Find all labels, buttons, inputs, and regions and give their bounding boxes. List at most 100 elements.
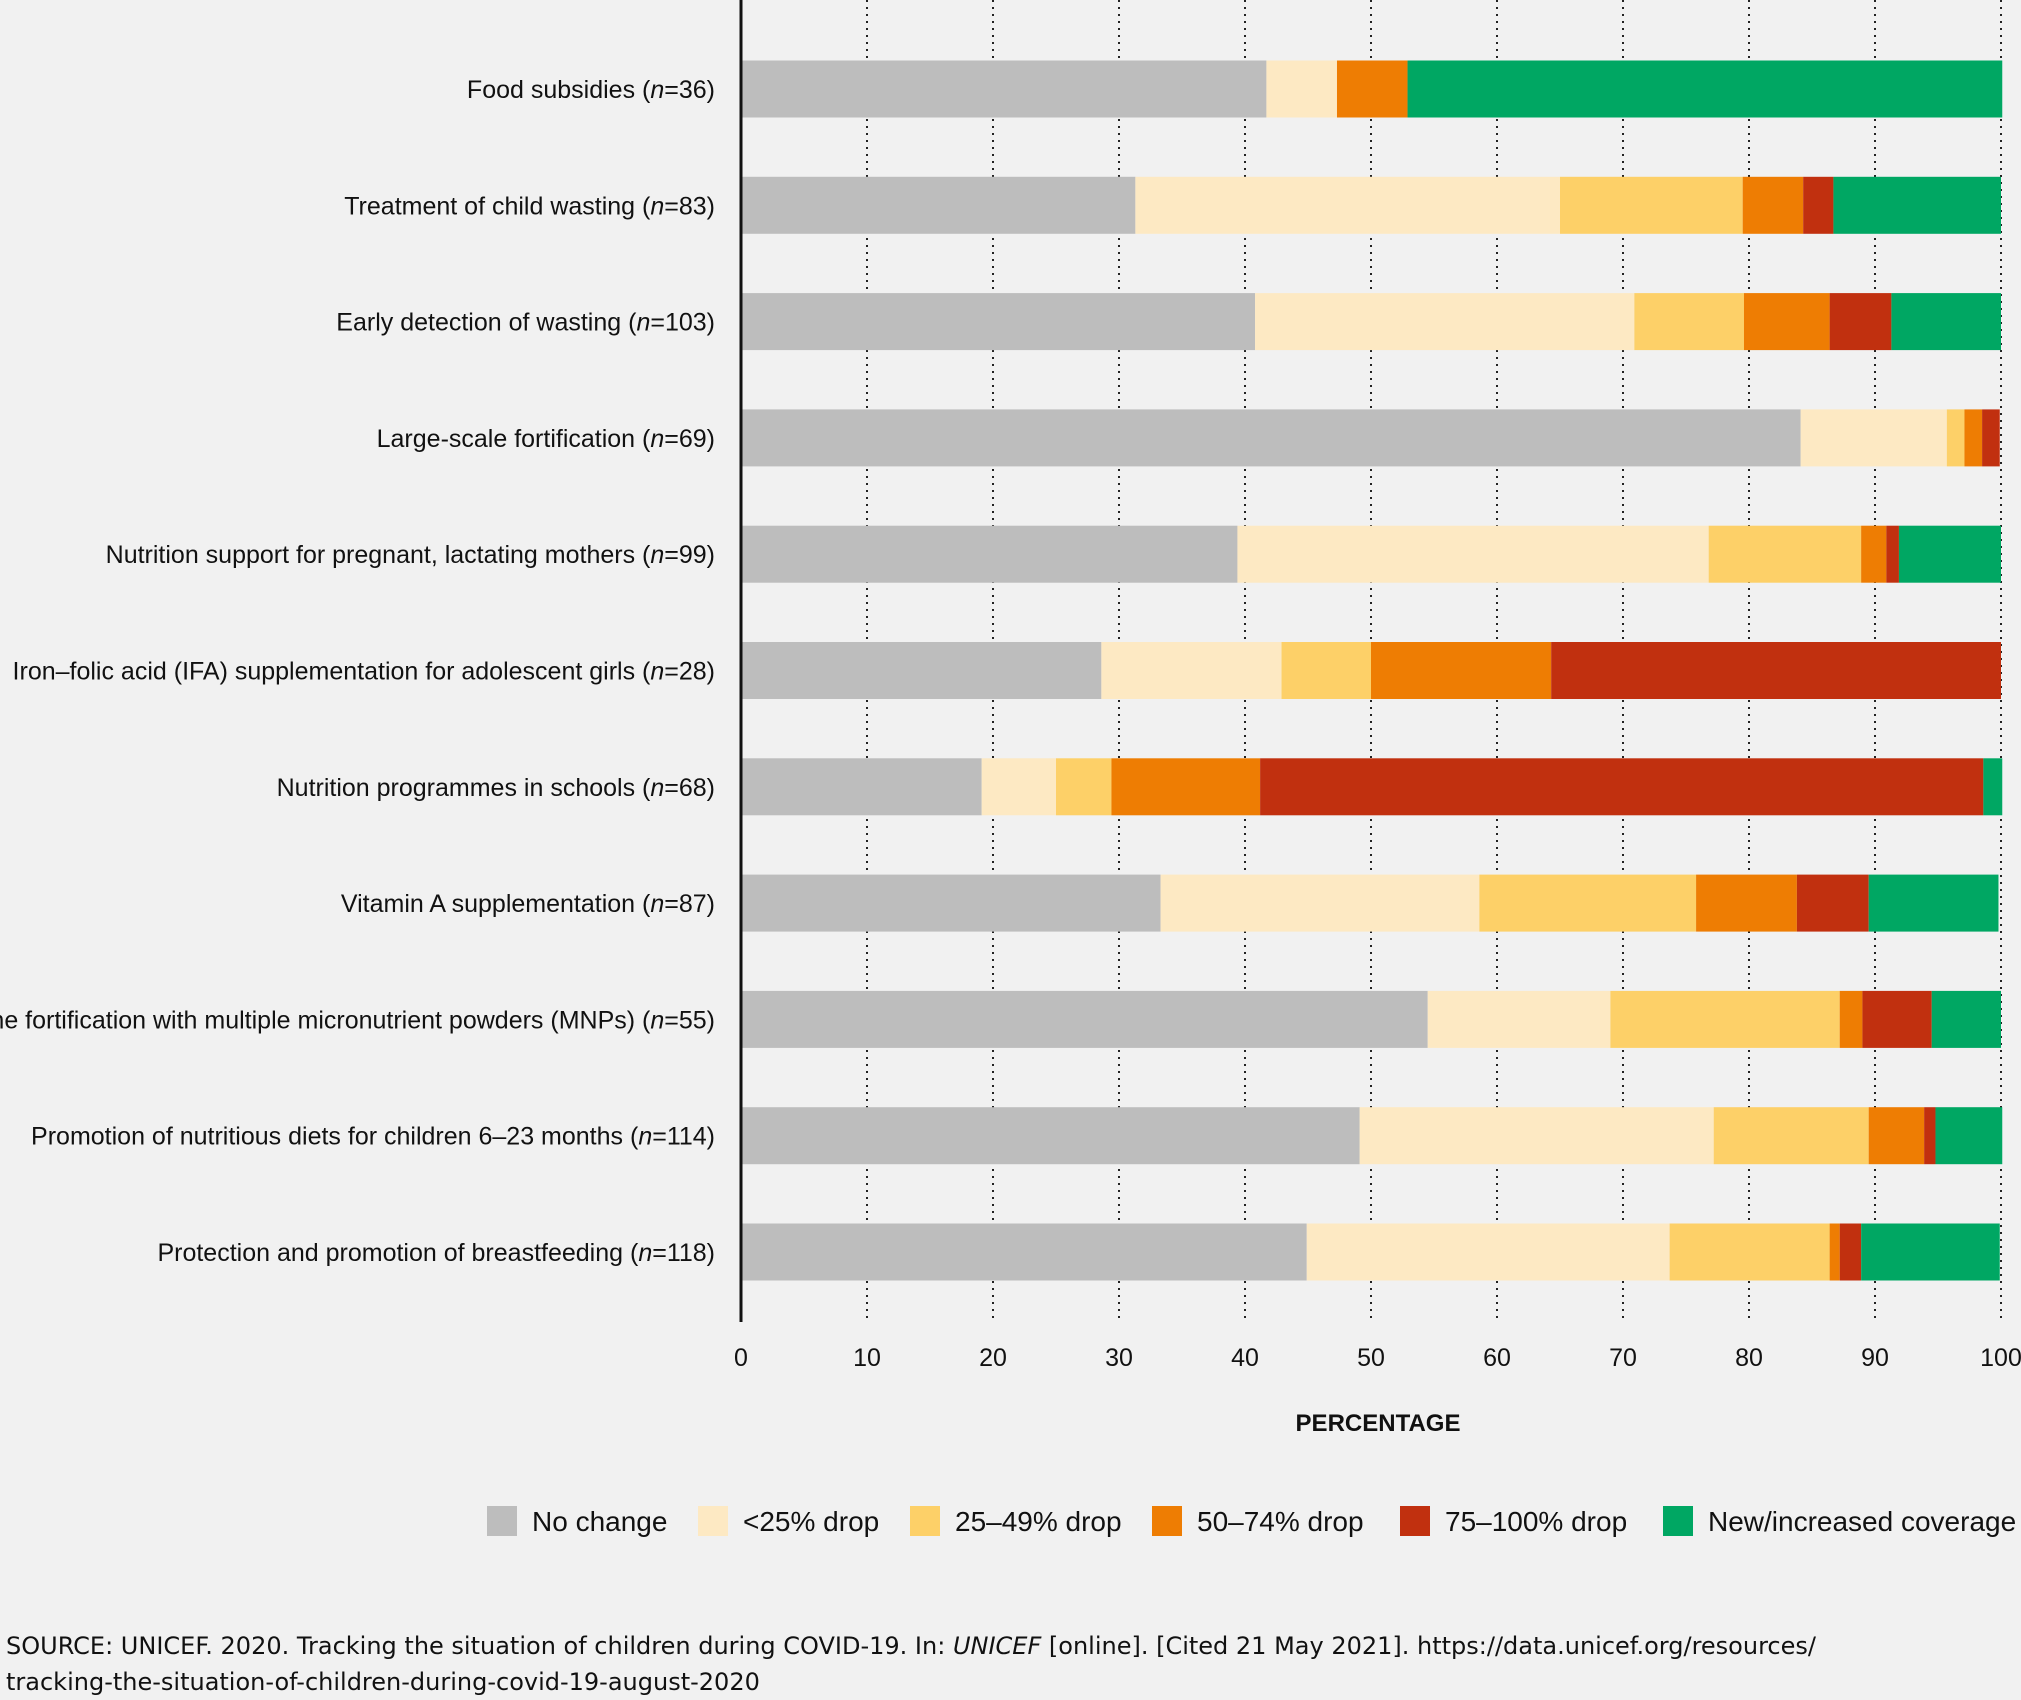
bar-segment <box>1803 176 1834 234</box>
bar-segment <box>1111 758 1261 816</box>
bar-segment <box>1634 293 1744 351</box>
bar-segment <box>1964 409 1983 467</box>
legend-label: 50–74% drop <box>1197 1506 1364 1537</box>
bar-segment <box>741 176 1136 234</box>
legend-label: <25% drop <box>743 1506 879 1537</box>
legend-swatch <box>1663 1506 1693 1536</box>
bar-segment <box>1479 874 1697 932</box>
bar-segment <box>1924 1107 1936 1165</box>
bar-segment <box>1669 1223 1830 1281</box>
bar-segment <box>1101 642 1282 699</box>
bar-segment <box>1359 1107 1714 1165</box>
x-tick-label: 90 <box>1861 1344 1889 1372</box>
bar-segment <box>1839 1223 1862 1281</box>
bar-segment <box>741 60 1267 118</box>
x-tick-labels: 0 10 20 30 40 50 60 70 80 90 100 <box>734 1344 2021 1372</box>
bar-segment <box>1696 874 1797 932</box>
bar-segment <box>1551 642 2001 699</box>
bar-segment <box>1931 990 2001 1048</box>
legend-label: 25–49% drop <box>955 1506 1122 1537</box>
bar-segment <box>1800 409 1947 467</box>
legend-swatch <box>1400 1506 1430 1536</box>
category-label: Promotion of nutritious diets for childr… <box>31 1123 715 1151</box>
category-label: Vitamin A supplementation (n=87) <box>341 890 715 918</box>
bar-segment <box>1862 990 1932 1048</box>
legend: No change <25% drop 25–49% drop 50–74% drop… <box>487 1506 2016 1537</box>
category-label: Nutrition support for pregnant, lactatin… <box>106 541 715 569</box>
x-tick-label: 80 <box>1735 1344 1763 1372</box>
bar-segment <box>1281 642 1371 699</box>
source-prefix: SOURCE: UNICEF. 2020. Tracking the situa… <box>6 1632 953 1660</box>
source-suffix: [online]. [Cited 21 May 2021]. https://d… <box>1041 1632 1816 1660</box>
bar-segment <box>1829 293 1892 351</box>
bar-segment <box>741 874 1161 932</box>
category-labels: Food subsidies (n=36) Treatment of child … <box>0 76 715 1267</box>
category-label: Early detection of wasting (n=103) <box>336 309 715 337</box>
category-label: Nutrition programmes in schools (n=68) <box>277 774 715 802</box>
bar-segment <box>741 1107 1360 1165</box>
bar-segment <box>741 525 1238 583</box>
x-tick-label: 70 <box>1609 1344 1637 1372</box>
x-tick-label: 0 <box>734 1344 748 1372</box>
legend-swatch <box>910 1506 940 1536</box>
x-tick-label: 20 <box>979 1344 1007 1372</box>
bar-segment <box>1743 293 1830 351</box>
x-tick-label: 30 <box>1105 1344 1133 1372</box>
bar-segment <box>1255 293 1635 351</box>
category-label: Large-scale fortification (n=69) <box>377 425 715 453</box>
legend-label: 75–100% drop <box>1445 1506 1627 1537</box>
bar-segment <box>1266 60 1337 118</box>
bar-segment <box>1742 176 1804 234</box>
category-label: Home fortification with multiple micronu… <box>0 1006 715 1034</box>
bar-segment <box>1886 525 1899 583</box>
source-note: SOURCE: UNICEF. 2020. Tracking the situa… <box>6 1628 1816 1700</box>
x-tick-label: 100 <box>1980 1344 2021 1372</box>
legend-swatch <box>1152 1506 1182 1536</box>
x-tick-label: 10 <box>853 1344 881 1372</box>
source-italic: UNICEF <box>952 1632 1042 1660</box>
bar-segment <box>1946 409 1965 467</box>
bar-segment <box>741 293 1256 351</box>
category-label: Food subsidies (n=36) <box>467 76 715 104</box>
bar-segment <box>1306 1223 1670 1281</box>
legend-swatch <box>698 1506 728 1536</box>
bar-segment <box>1833 176 2001 234</box>
bar-segment <box>741 990 1428 1048</box>
category-label: Iron–folic acid (IFA) supplementation fo… <box>13 658 715 686</box>
legend-label: No change <box>532 1506 667 1537</box>
bars <box>741 60 2003 1281</box>
bar-segment <box>741 1223 1307 1281</box>
x-axis-label: PERCENTAGE <box>1296 1410 1461 1437</box>
bar-segment <box>1135 176 1560 234</box>
bar-segment <box>741 409 1801 467</box>
bar-segment <box>1861 525 1887 583</box>
category-label: Protection and promotion of breastfeedin… <box>157 1239 715 1267</box>
bar-segment <box>1560 176 1743 234</box>
bar-segment <box>1891 293 2001 351</box>
bar-segment <box>1160 874 1480 932</box>
bar-segment <box>1336 60 1408 118</box>
bar-segment <box>1829 1223 1840 1281</box>
bar-segment <box>1708 525 1862 583</box>
bar-segment <box>1982 409 2000 467</box>
bar-segment <box>1260 758 1984 816</box>
legend-swatch <box>487 1506 517 1536</box>
bar-segment <box>981 758 1056 816</box>
bar-segment <box>1427 990 1611 1048</box>
x-tick-label: 50 <box>1357 1344 1385 1372</box>
bar-segment <box>1861 1223 2000 1281</box>
category-label: Treatment of child wasting (n=83) <box>344 192 715 220</box>
bar-segment <box>1839 990 1863 1048</box>
bar-segment <box>1868 1107 1925 1165</box>
bar-segment <box>741 642 1102 699</box>
x-tick-label: 60 <box>1483 1344 1511 1372</box>
bar-segment <box>1056 758 1112 816</box>
bar-segment <box>1935 1107 2003 1165</box>
bar-segment <box>1610 990 1840 1048</box>
bar-segment <box>1713 1107 1869 1165</box>
bar-segment <box>1796 874 1869 932</box>
bar-segment <box>741 758 982 816</box>
bar-segment <box>1407 60 2003 118</box>
bar-segment <box>1371 642 1552 699</box>
